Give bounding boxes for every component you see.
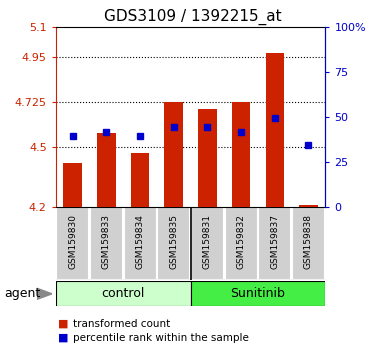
Bar [198,109,217,207]
Bar [64,163,82,207]
Bar [191,207,224,280]
Text: GDS3109 / 1392215_at: GDS3109 / 1392215_at [104,9,281,25]
Bar [191,281,325,306]
Bar [292,207,325,280]
Bar [258,207,291,280]
Text: GSM159831: GSM159831 [203,215,212,269]
Bar [90,207,123,280]
Bar [157,207,190,280]
Text: percentile rank within the sample: percentile rank within the sample [73,333,249,343]
Text: agent: agent [4,287,40,300]
Text: GSM159838: GSM159838 [304,215,313,269]
Text: GSM159834: GSM159834 [136,215,144,269]
Text: Sunitinib: Sunitinib [231,287,285,300]
Bar [56,207,89,280]
Text: transformed count: transformed count [73,319,171,329]
Bar [131,153,149,207]
Text: GSM159833: GSM159833 [102,215,111,269]
Bar [232,102,250,207]
Text: ■: ■ [58,333,68,343]
Bar [124,207,157,280]
Text: GSM159837: GSM159837 [270,215,279,269]
Bar [56,281,191,306]
Bar [224,207,258,280]
Text: ■: ■ [58,319,68,329]
Bar [266,53,284,207]
Text: GSM159832: GSM159832 [237,215,246,269]
Bar [164,102,183,207]
Bar [97,133,115,207]
Polygon shape [37,288,52,299]
Text: GSM159830: GSM159830 [68,215,77,269]
Bar [299,205,318,207]
Text: control: control [102,287,145,300]
Text: GSM159835: GSM159835 [169,215,178,269]
